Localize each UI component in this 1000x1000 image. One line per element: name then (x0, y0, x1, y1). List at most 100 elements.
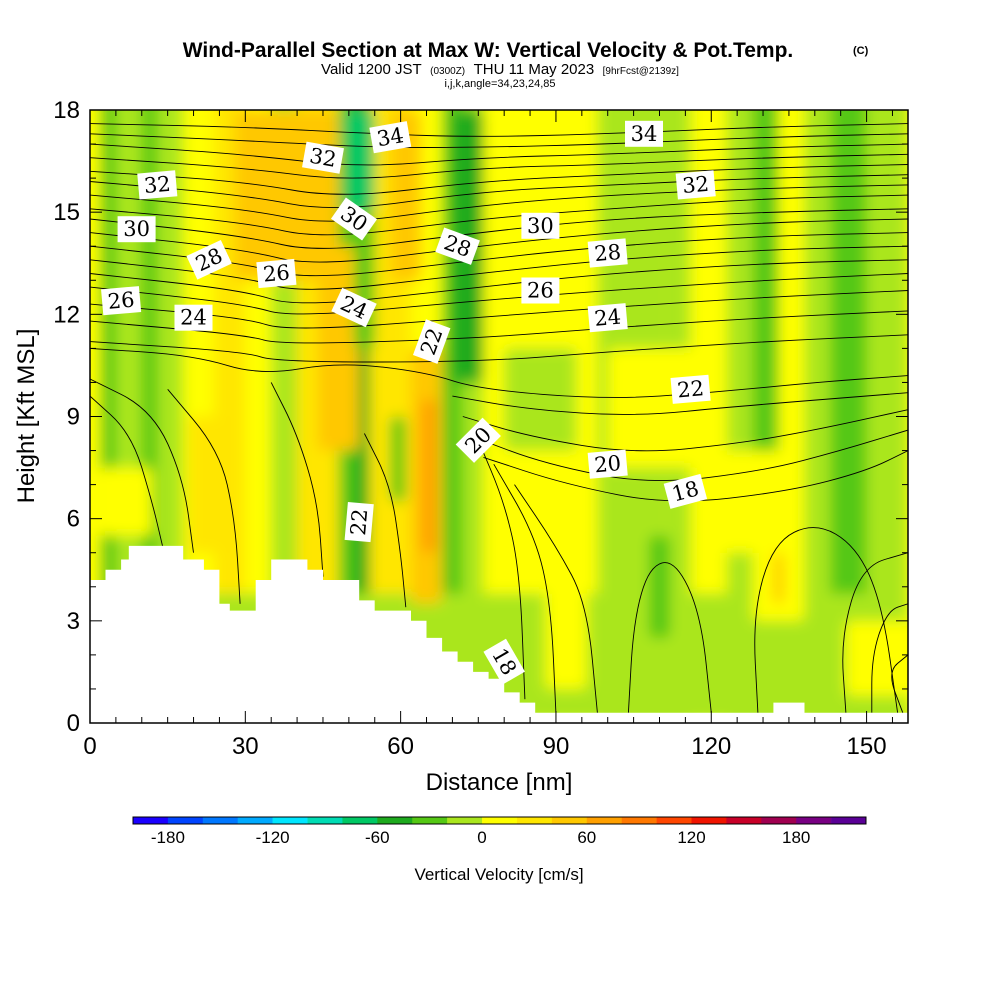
terrain (90, 545, 908, 723)
theta-contour-line (754, 527, 899, 713)
x-axis-title: Distance [nm] (426, 769, 573, 796)
x-tick-label: 90 (543, 733, 570, 760)
colorbar-bin (202, 817, 239, 824)
contour-label-box (625, 120, 663, 147)
theta-contour-line (90, 334, 908, 363)
contour-label-text: 22 (346, 508, 372, 537)
contour-label-box (256, 258, 297, 289)
contour-label-text: 26 (262, 260, 291, 286)
colorbar-bin (307, 817, 343, 824)
y-tick-label: 15 (53, 199, 80, 226)
contour-label-text: 22 (676, 376, 705, 402)
contour-label: 30 (521, 212, 560, 239)
contour-label: 34 (625, 120, 663, 147)
colorbar-frame (132, 816, 867, 825)
chart-title: Wind-Parallel Section at Max W: Vertical… (183, 39, 794, 62)
velocity-cell (773, 552, 784, 604)
contour-label: 22 (344, 502, 374, 543)
theta-contour-line (90, 259, 908, 304)
y-tick-label: 0 (67, 710, 80, 737)
colorbar-bin (482, 817, 518, 824)
colorbar-bin (342, 817, 378, 824)
colorbar-title: Vertical Velocity [cm/s] (414, 865, 583, 884)
theta-contour-line (90, 378, 194, 553)
contour-label-text: 30 (123, 217, 150, 241)
theta-contour-line (90, 395, 163, 547)
colorbar-tick-label: -60 (365, 828, 390, 847)
y-tick-label: 12 (53, 301, 80, 328)
contour-label-text: 34 (631, 122, 658, 146)
contour-label: 18 (663, 473, 708, 509)
copyright-mark: (C) (853, 45, 869, 57)
y-tick-label: 9 (67, 404, 80, 431)
theta-contour-line (90, 133, 908, 148)
contour-label-box (101, 286, 142, 316)
contour-label-box (521, 277, 560, 304)
velocity-cell (188, 416, 225, 553)
contour-label: 26 (256, 258, 297, 289)
theta-contour-line (891, 654, 908, 713)
y-axis-title: Height [Kft MSL] (13, 329, 40, 504)
x-tick-label: 150 (847, 733, 887, 760)
contour-label: 24 (174, 304, 213, 331)
theta-contour-line (90, 218, 908, 263)
contour-label-box (587, 449, 628, 479)
colorbar-bin (516, 817, 553, 824)
theta-contour-line (90, 123, 908, 137)
theta-contour-line (472, 429, 908, 481)
theta-contour-line (514, 484, 598, 713)
contour-label-text: 24 (180, 306, 207, 330)
theta-contour-line (452, 392, 908, 415)
contour-label-box (330, 197, 378, 241)
contour-label-text: 26 (107, 288, 136, 314)
theta-contour-line (483, 450, 908, 502)
contour-label: 34 (369, 121, 412, 154)
forecast-info: [9hrFcst@2139z] (603, 66, 680, 77)
theta-contour-line (90, 273, 908, 315)
axis-ticks: 0 30 60 90 120 150 0 3 6 9 12 15 18 (53, 97, 908, 760)
colorbar-bin (691, 817, 727, 824)
theta-contour-line (90, 310, 908, 344)
colorbar-bin (761, 817, 797, 824)
contour-label-box (663, 473, 708, 509)
colorbar-tick-label: 60 (577, 828, 596, 847)
theta-contour-line (627, 562, 712, 713)
velocity-cell (545, 552, 588, 689)
contour-label-text: 26 (527, 279, 554, 303)
colorbar-tick-label: 120 (677, 828, 705, 847)
theta-contour-line (90, 164, 908, 195)
contour-label-text: 30 (527, 214, 554, 238)
velocity-column (100, 110, 116, 723)
theta-contour-line (363, 433, 407, 608)
contour-label-box (186, 239, 232, 280)
contour-label-text: 20 (593, 451, 622, 477)
colorbar-bin (726, 817, 762, 824)
contour-label-text: 24 (593, 305, 622, 331)
velocity-cell (100, 467, 153, 536)
contour-label: 24 (587, 303, 628, 333)
colorbar-bin (586, 817, 622, 824)
colorbar-bin (272, 817, 308, 824)
contour-label-box (117, 216, 156, 243)
theta-contour-line (90, 153, 908, 179)
contour-label-box (587, 238, 628, 268)
colorbar-tick-label: -120 (256, 828, 290, 847)
contour-label-box (344, 502, 374, 543)
y-tick-label: 18 (53, 97, 80, 124)
theta-contour-line (90, 194, 908, 236)
colorbar-bin (133, 817, 169, 824)
contour-label-box (521, 212, 560, 239)
velocity-cell (317, 246, 360, 451)
contour-label-box (483, 638, 525, 685)
contour-label-box (587, 303, 628, 333)
theta-contours (90, 123, 908, 713)
y-tick-label: 3 (67, 608, 80, 635)
colorbar-bin (831, 817, 867, 824)
contour-label: 26 (521, 277, 560, 304)
theta-contour-line (90, 143, 908, 166)
colorbar-bin (656, 817, 692, 824)
y-tick-label: 6 (67, 506, 80, 533)
contour-label-box (455, 417, 501, 463)
velocity-cell (390, 416, 406, 502)
